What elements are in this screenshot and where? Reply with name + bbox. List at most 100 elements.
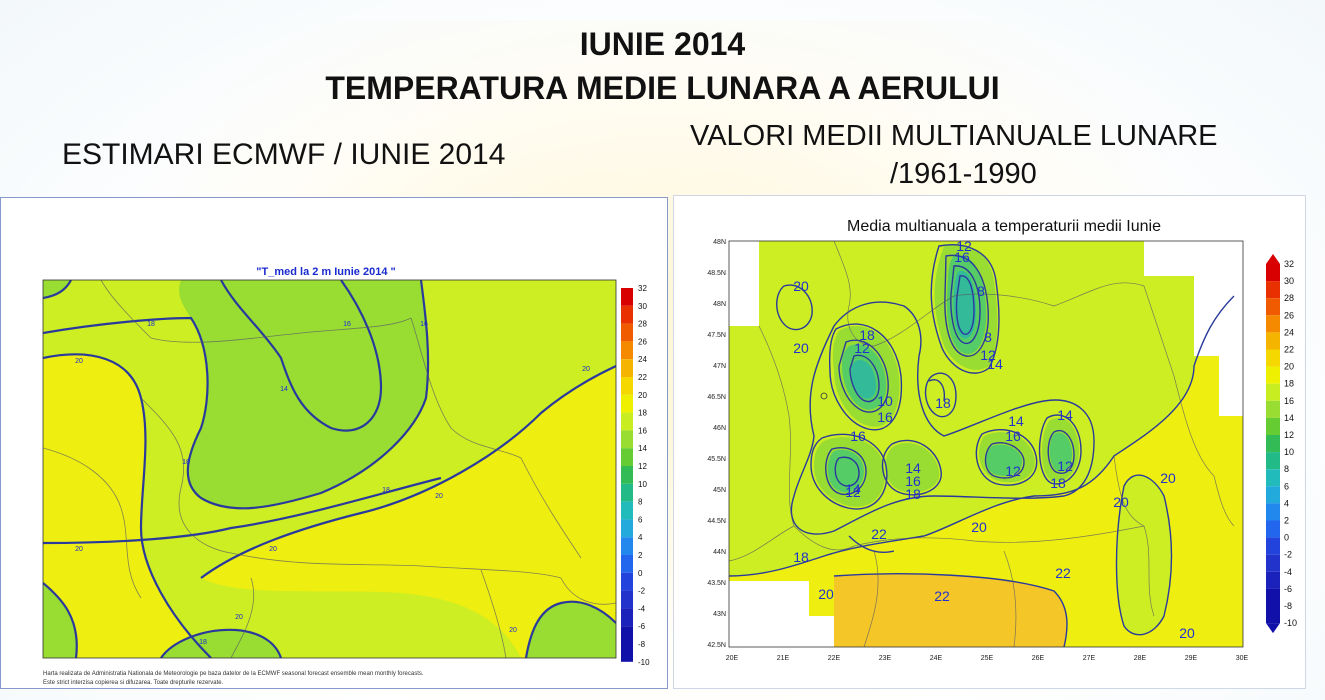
- colorbar-swatch: [621, 341, 633, 360]
- colorbar-tick-label: 16: [638, 426, 647, 435]
- contour-label: 14: [987, 356, 1003, 372]
- map-credit-line-2: Este strict interzisa copierea si difuza…: [43, 680, 224, 686]
- colorbar-tick-label: 0: [1284, 533, 1289, 543]
- latitude-axis-labels: 48N 48.5N 48N 47.5N 47N 46.5N 46N 45.5N 45N 44.5N…: [707, 239, 726, 649]
- colorbar-tick-label: 20: [1284, 362, 1294, 372]
- colorbar-tick-label: -8: [1284, 601, 1292, 611]
- contour-label: 20: [582, 366, 590, 373]
- contour-label: 14: [845, 481, 861, 497]
- colorbar-swatch: [621, 555, 633, 573]
- contour-label: 16: [1005, 428, 1021, 444]
- contour-label: 20: [75, 358, 83, 365]
- colorbar-arrow-top: [1266, 254, 1280, 264]
- longitude-tick-label: 28E: [1134, 655, 1147, 662]
- contour-label: 18: [382, 487, 390, 494]
- contour-label: 12: [1057, 458, 1073, 474]
- contour-label: 8: [977, 283, 985, 299]
- longitude-tick-label: 23E: [879, 655, 892, 662]
- contour-label: 18: [1050, 475, 1066, 491]
- colorbar-swatch: [1266, 417, 1280, 435]
- normals-contour-lines: [729, 244, 1235, 647]
- colorbar-swatch: [621, 501, 633, 520]
- colorbar-swatch: [621, 377, 633, 395]
- latitude-tick-label: 44N: [713, 549, 726, 556]
- longitude-tick-label: 27E: [1083, 655, 1096, 662]
- normals-map-field: [729, 241, 1243, 647]
- colorbar-swatch: [621, 323, 633, 342]
- colorbar-swatch: [621, 430, 633, 449]
- colorbar-tick-label: 6: [1284, 481, 1289, 491]
- contour-label: 22: [1055, 565, 1071, 581]
- longitude-tick-label: 22E: [828, 655, 841, 662]
- contour-label: 14: [1057, 407, 1073, 423]
- contour-label: 16: [420, 321, 428, 328]
- page-subtitle: TEMPERATURA MEDIE LUNARA A AERULUI: [325, 70, 1000, 106]
- colorbar-swatch: [1266, 400, 1280, 418]
- colorbar-swatch: [1266, 435, 1280, 453]
- colorbar-tick-label: 8: [638, 498, 643, 507]
- longitude-tick-label: 29E: [1185, 655, 1198, 662]
- colorbar-tick-label: 2: [1284, 516, 1289, 526]
- contour-label: 14: [905, 460, 921, 476]
- normals-map-title: Media multianuala a temperaturii medii I…: [847, 218, 1161, 235]
- contour-label: 20: [793, 340, 809, 356]
- colorbar-swatch: [1266, 520, 1280, 538]
- colorbar-tick-label: 12: [638, 462, 647, 471]
- colorbar-tick-label: 4: [638, 533, 643, 542]
- colorbar-swatch: [621, 448, 633, 466]
- climate-normals-map-panel: Media multianuala a temperaturii medii I…: [673, 195, 1306, 689]
- colorbar-swatch: [1266, 554, 1280, 572]
- colorbar-swatch: [1266, 264, 1280, 282]
- contour-label: 18: [182, 459, 190, 466]
- contour-label: 16: [877, 409, 893, 425]
- contour-label: 20: [269, 546, 277, 553]
- normals-country-borders: [729, 241, 1235, 647]
- colorbar-tick-label: 22: [1284, 345, 1294, 355]
- latitude-tick-label: 43.5N: [707, 580, 726, 587]
- colorbar-swatch: [1266, 332, 1280, 350]
- colorbar-tick-label: 14: [1284, 413, 1294, 423]
- map-credit-line-1: Harta realizata de Administratia Nationa…: [43, 671, 424, 677]
- colorbar-swatch: [1266, 315, 1280, 333]
- latitude-tick-label: 46N: [713, 425, 726, 432]
- contour-label: 12: [956, 238, 972, 254]
- latitude-tick-label: 48N: [713, 239, 726, 246]
- colorbar-tick-label: 20: [638, 391, 647, 400]
- contour-lines: [43, 280, 616, 658]
- colorbar-swatch: [621, 394, 633, 413]
- colorbar-swatch: [1266, 588, 1280, 606]
- colorbar-swatch: [621, 644, 633, 662]
- longitude-tick-label: 26E: [1032, 655, 1045, 662]
- latitude-tick-label: 46.5N: [707, 394, 726, 401]
- contour-labels: 18 20 16 14 16 18 20 18 20 20 20 20 18 2…: [75, 321, 590, 646]
- colorbar-tick-label: 30: [1284, 276, 1294, 286]
- longitude-axis-labels: 20E 21E 22E 23E 24E 25E 26E 27E 28E 29E 30E: [726, 655, 1249, 662]
- colorbar-swatch: [621, 412, 633, 431]
- colorbar-tick-label: 30: [638, 302, 647, 311]
- colorbar-swatch: [621, 305, 633, 324]
- colorbar-tick-label: 14: [638, 444, 647, 453]
- longitude-tick-label: 30E: [1236, 655, 1249, 662]
- colorbar-swatch: [1266, 349, 1280, 367]
- climate-normals-map-svg: Media multianuala a temperaturii medii I…: [707, 218, 1297, 662]
- colorbar-swatch: [621, 519, 633, 538]
- colorbar-tick-label: 18: [638, 409, 647, 418]
- colorbar-swatch: [621, 359, 633, 377]
- colorbar-swatch: [621, 572, 633, 591]
- contour-label: 18: [147, 321, 155, 328]
- colorbar-swatch: [1266, 281, 1280, 299]
- contour-label: 18: [859, 327, 875, 343]
- latitude-tick-label: 47.5N: [707, 332, 726, 339]
- colorbar-swatch: [1266, 606, 1280, 624]
- ecmwf-map-svg: "T_med la 2 m Iunie 2014 ": [42, 266, 650, 686]
- colorbar-tick-label: -2: [638, 587, 646, 596]
- colorbar-tick-label: 32: [1284, 259, 1294, 269]
- contour-label: 22: [934, 588, 950, 604]
- contour-label: 20: [793, 278, 809, 294]
- colorbar-tick-label: 2: [638, 551, 643, 560]
- colorbar-swatch: [621, 288, 633, 306]
- right-panel-heading: VALORI MEDII MULTIANUALE LUNARE: [690, 120, 1218, 152]
- colorbar-swatch: [621, 537, 633, 555]
